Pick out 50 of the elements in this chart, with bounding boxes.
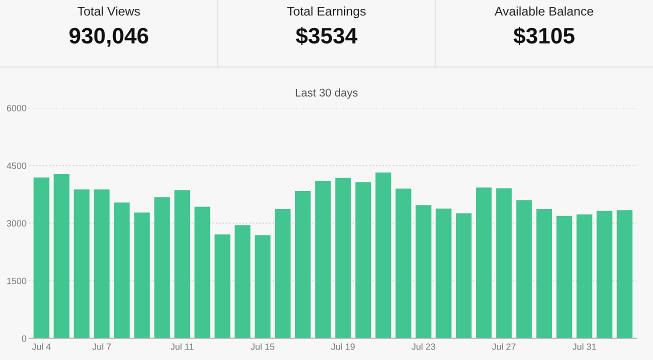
bar xyxy=(355,182,372,338)
x-tick-label: Jul 19 xyxy=(331,343,355,350)
y-tick-label: 4500 xyxy=(6,162,26,169)
bar xyxy=(94,189,110,338)
bar xyxy=(274,208,291,338)
bar xyxy=(74,189,90,338)
bar xyxy=(154,197,170,338)
text: Total Views xyxy=(78,6,140,16)
y-tick-label: 1500 xyxy=(7,278,26,284)
y-tick-label: 3000 xyxy=(6,220,26,227)
bar xyxy=(174,190,190,338)
bar xyxy=(536,208,552,338)
bar xyxy=(436,208,452,338)
bar xyxy=(416,205,432,338)
x-tick-label: Jul 23 xyxy=(412,343,436,350)
bar xyxy=(54,174,70,338)
bar xyxy=(496,188,512,338)
bar xyxy=(456,213,472,338)
x-tick-label: Jul 7 xyxy=(92,343,111,350)
text: Total Earnings xyxy=(287,6,366,18)
x-tick-label: Jul 15 xyxy=(250,343,274,350)
bar xyxy=(214,234,230,338)
text: 930,046 xyxy=(69,28,148,47)
chart-title: Last 30 days xyxy=(296,88,358,99)
bar xyxy=(234,225,250,338)
bar xyxy=(335,178,351,338)
bar xyxy=(616,210,632,338)
bar xyxy=(134,212,150,338)
bar xyxy=(576,214,592,338)
bar xyxy=(516,200,532,338)
text: Available Balance xyxy=(494,6,594,16)
x-tick-label: Jul 31 xyxy=(572,343,596,350)
y-tick-label: 0 xyxy=(22,335,26,342)
text: $3534 xyxy=(296,26,358,46)
x-tick-label: Jul 11 xyxy=(170,343,194,350)
x-tick-label: Jul 4 xyxy=(32,343,51,350)
bar xyxy=(295,190,311,338)
bar xyxy=(34,178,50,338)
bar xyxy=(114,202,130,338)
x-tick-label: Jul 27 xyxy=(492,343,516,350)
bar xyxy=(194,206,210,338)
y-tick-label: 6000 xyxy=(6,104,26,112)
bar xyxy=(375,172,392,338)
bar xyxy=(476,187,492,338)
bar xyxy=(396,188,412,338)
bar xyxy=(315,180,331,338)
bar xyxy=(596,210,612,338)
bar xyxy=(254,235,270,338)
bar xyxy=(556,216,572,338)
text: $3105 xyxy=(514,26,574,46)
